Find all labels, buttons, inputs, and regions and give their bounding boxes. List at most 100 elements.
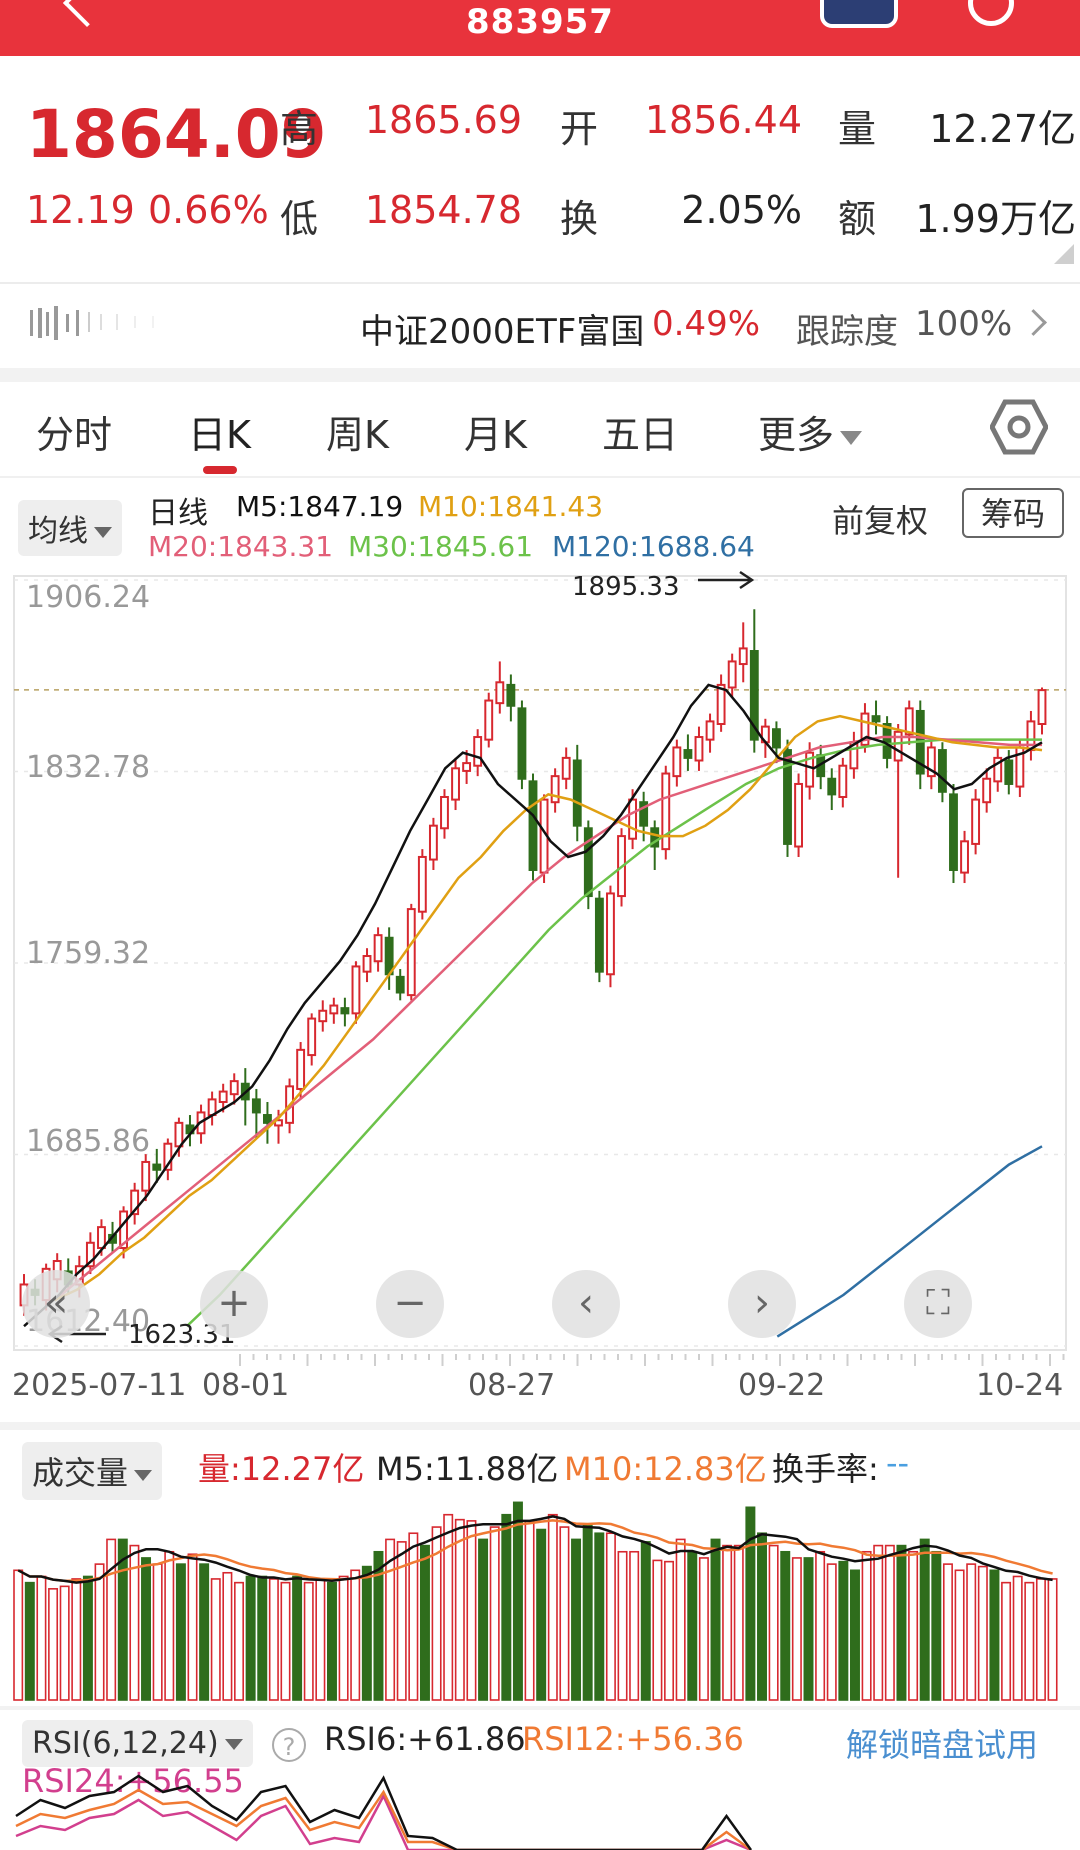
tab-weekly-k[interactable]: 周K <box>326 413 389 457</box>
x-tick-label: 10-24 <box>976 1368 1064 1403</box>
candle-body <box>860 712 870 746</box>
section-gap <box>0 1706 1080 1710</box>
candle <box>85 1232 95 1275</box>
tab-monthly-k[interactable]: 月K <box>464 413 527 457</box>
candle <box>229 1073 239 1105</box>
m120-line <box>776 1145 1043 1338</box>
candle <box>871 700 881 735</box>
volume-bar <box>931 1550 942 1701</box>
pan-left-icon: ‹ <box>578 1280 594 1326</box>
tab-five-day[interactable]: 五日 <box>602 413 679 457</box>
rsi6-value: RSI6:+61.86 <box>324 1720 526 1758</box>
volume-bar <box>71 1578 82 1701</box>
candle <box>495 661 505 714</box>
volume-bar <box>1047 1578 1058 1701</box>
volume-bar <box>303 1581 314 1701</box>
candle-body <box>1004 759 1014 785</box>
m5-line <box>23 683 1043 1328</box>
volume-bar <box>896 1544 907 1701</box>
candle <box>417 849 427 920</box>
pan-left-button[interactable]: ‹ <box>552 1270 620 1338</box>
fullscreen-button[interactable]: ⛶ <box>904 1270 972 1338</box>
tab-more-label: 更多 <box>758 413 835 457</box>
candle <box>395 969 405 1001</box>
volume-bar <box>780 1550 791 1701</box>
candle <box>539 794 549 884</box>
volume-bar <box>268 1578 279 1701</box>
tab-more[interactable]: 更多 <box>758 404 863 459</box>
amount-value: 1.99万亿 <box>915 197 1076 241</box>
chips-button[interactable]: 筹码 <box>962 488 1064 538</box>
section-gap <box>0 1422 1080 1430</box>
candle <box>163 1138 173 1181</box>
volume-bar <box>571 1538 582 1701</box>
tab-intraday[interactable]: 分时 <box>36 413 113 457</box>
stock-code: 883957 <box>466 2 614 42</box>
candle <box>949 783 958 884</box>
tab-daily-k[interactable]: 日K <box>188 413 251 457</box>
volume-bar <box>94 1563 105 1701</box>
arrow-right-icon <box>698 570 755 590</box>
zoom-out-button[interactable]: − <box>376 1270 444 1338</box>
zoom-out-icon: − <box>393 1280 427 1326</box>
volume-bar <box>733 1544 744 1701</box>
volume-bar <box>373 1550 384 1701</box>
help-icon[interactable]: ? <box>272 1728 306 1762</box>
pan-right-button[interactable]: › <box>728 1270 796 1338</box>
ma-selector[interactable]: 均线 <box>18 500 122 556</box>
candle-body <box>594 897 604 973</box>
candle <box>705 713 715 753</box>
volume-bar <box>408 1532 419 1701</box>
candle <box>738 622 748 683</box>
search-icon[interactable] <box>968 0 1014 26</box>
chart-frame <box>13 575 1067 1351</box>
low-label: 低 <box>280 197 319 241</box>
fold-left-button[interactable]: « <box>22 1270 90 1338</box>
volume-bar <box>722 1544 733 1701</box>
avatar-icon[interactable] <box>820 0 898 28</box>
adjust-mode[interactable]: 前复权 <box>832 502 929 540</box>
caret-down-icon <box>94 527 112 538</box>
candle <box>1026 710 1036 761</box>
m20-line <box>53 735 1042 1302</box>
candle-body <box>296 1048 306 1090</box>
volume-bar <box>559 1526 570 1701</box>
rsi-chart <box>15 1774 753 1850</box>
volume-bar <box>1012 1575 1023 1701</box>
expand-corner-icon[interactable] <box>1054 244 1074 264</box>
rsi-selector[interactable]: RSI(6,12,24) <box>22 1720 253 1767</box>
candle <box>119 1206 129 1259</box>
volume-bar <box>454 1518 465 1701</box>
volume-bar <box>59 1585 70 1701</box>
volume-bar <box>350 1569 361 1701</box>
volume-bar <box>396 1541 407 1701</box>
candle <box>650 820 660 870</box>
volume-bar <box>234 1581 244 1701</box>
candle <box>440 789 449 839</box>
settings-hex-icon[interactable] <box>990 398 1048 456</box>
volume-bar <box>164 1550 175 1701</box>
candle <box>716 674 726 732</box>
etf-name[interactable]: 中证2000ETF富国 <box>360 312 645 352</box>
volume-m10: M10:12.83亿 <box>564 1450 767 1488</box>
volume-selector[interactable]: 成交量 <box>22 1442 163 1500</box>
candle-body <box>406 908 416 997</box>
candle <box>384 927 394 990</box>
tracking-label: 跟踪度 <box>796 312 898 352</box>
volume-bar <box>280 1581 291 1701</box>
volume-bar <box>629 1550 640 1701</box>
amount-label: 额 <box>838 197 877 241</box>
candle <box>893 724 903 878</box>
candle-body <box>650 827 660 848</box>
candlestick-chart[interactable] <box>0 568 1080 1368</box>
volume-bar <box>757 1532 767 1701</box>
zoom-in-button[interactable]: + <box>200 1270 268 1338</box>
candle <box>926 737 936 790</box>
candle-body <box>672 746 682 778</box>
candle-body <box>794 782 803 848</box>
volume-chart[interactable] <box>0 1482 1080 1702</box>
period-label: 日线 <box>148 496 208 531</box>
candle-body <box>772 728 781 749</box>
unlock-darkpool-link[interactable]: 解锁暗盘试用 <box>846 1726 1039 1764</box>
high-label: 高 <box>280 107 319 151</box>
